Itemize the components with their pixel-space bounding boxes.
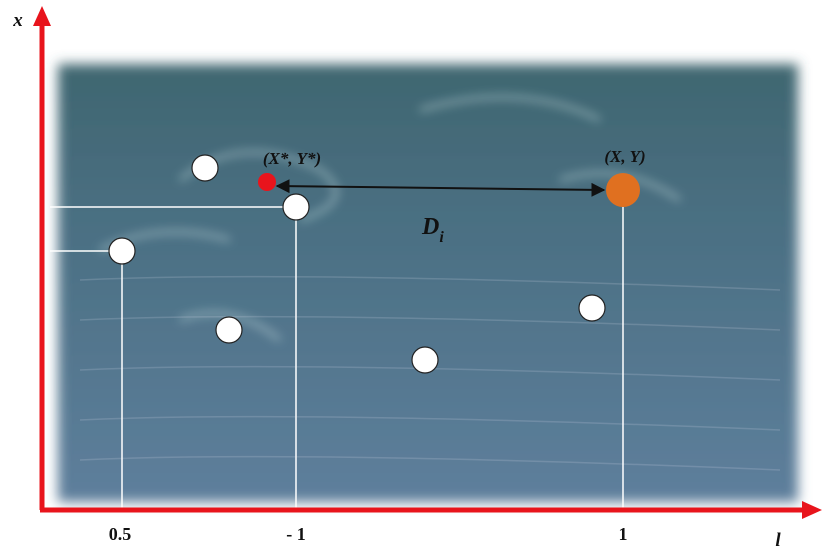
tick-label: - 1: [286, 524, 306, 544]
horizontal-axis-label: l: [775, 530, 781, 551]
page: (X*, Y*) (X, Y) Di x l 0.5 - 1 1 (() => …: [0, 0, 825, 552]
water-image: [58, 64, 798, 502]
best-label: (X*, Y*): [263, 149, 321, 168]
tick-label: 0.5: [109, 524, 132, 544]
current-label: (X, Y): [604, 147, 645, 166]
diagram: (X*, Y*) (X, Y) Di x l 0.5 - 1 1: [0, 0, 825, 552]
distance-symbol: D: [421, 214, 439, 240]
vertical-axis-label: x: [12, 10, 23, 31]
best-point: [258, 173, 276, 191]
tick-label: 1: [619, 524, 628, 544]
current-point: [606, 173, 640, 207]
distance-subscript: i: [439, 229, 444, 246]
